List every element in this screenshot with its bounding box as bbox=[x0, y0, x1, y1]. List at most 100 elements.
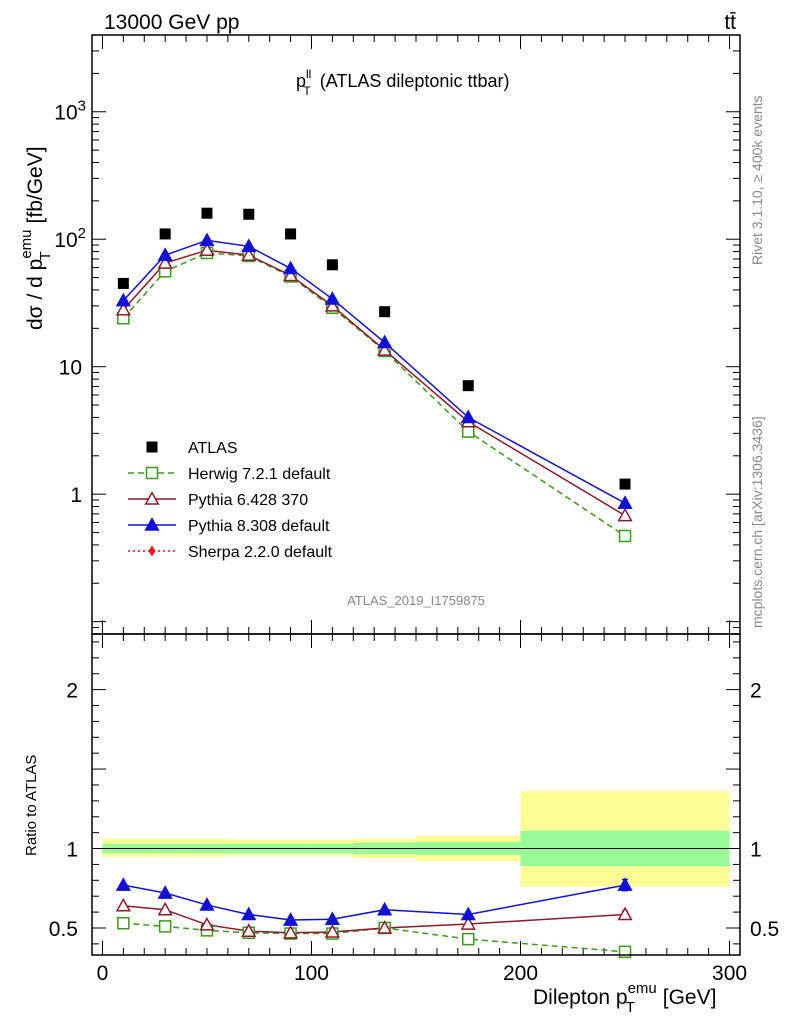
data-point bbox=[282, 267, 299, 282]
y-tick-label-right: 1 bbox=[750, 839, 762, 862]
ratio-data-point bbox=[241, 906, 257, 921]
data-point bbox=[324, 298, 340, 312]
ratio-data-point bbox=[617, 906, 633, 921]
rivet-label: Rivet 3.1.10, ≥ 400k events bbox=[749, 95, 765, 265]
plot-title: pll T (ATLAS dileptonic ttbar) bbox=[296, 67, 509, 98]
y-tick-label: 2 bbox=[66, 680, 78, 703]
y-tick-label: 102 bbox=[54, 225, 86, 252]
y-tick-label: 0.5 bbox=[49, 918, 78, 941]
data-point bbox=[324, 291, 340, 305]
data-point bbox=[377, 342, 393, 356]
ratio-y-axis-label: Ratio to ATLAS bbox=[23, 755, 40, 856]
legend-marker bbox=[144, 491, 160, 505]
data-point bbox=[326, 259, 338, 271]
legend-label: Sherpa 2.2.0 default bbox=[188, 544, 333, 561]
data-point bbox=[462, 425, 475, 438]
ratio-data-point bbox=[199, 916, 215, 931]
ratio-data-point bbox=[199, 897, 215, 911]
legend: ATLAS Herwig 7.2.1 default Pythia 6.428 37… bbox=[128, 440, 333, 561]
y-tick-label-right: 0.5 bbox=[750, 918, 779, 941]
y-axis-label: dσ / d pemu T [fb/GeV] bbox=[18, 146, 54, 330]
legend-entry: Pythia 8.308 default bbox=[128, 517, 330, 535]
ratio-data-point bbox=[324, 924, 340, 938]
series-line bbox=[122, 239, 626, 504]
legend-entry: Pythia 6.428 370 bbox=[128, 491, 308, 509]
data-point bbox=[241, 238, 257, 253]
data-point bbox=[117, 277, 129, 289]
legend-label: Herwig 7.2.1 default bbox=[188, 466, 331, 483]
ratio-data-point bbox=[324, 911, 340, 926]
ratio-data-point bbox=[282, 912, 299, 926]
data-point bbox=[199, 232, 215, 247]
ratio-data-point bbox=[157, 901, 173, 916]
y-tick-label-right: 2 bbox=[750, 680, 762, 703]
analysis-label: ATLAS_2019_I1759875 bbox=[347, 593, 485, 608]
y-tick-label: 1 bbox=[70, 484, 82, 507]
data-point bbox=[285, 228, 297, 240]
x-tick-label: 0 bbox=[97, 962, 109, 985]
data-point bbox=[115, 301, 131, 316]
legend-marker bbox=[144, 517, 160, 531]
legend-marker bbox=[148, 545, 156, 557]
y-tick-label: 10 bbox=[59, 357, 82, 380]
ratio-series-line bbox=[123, 904, 626, 934]
data-point bbox=[462, 380, 474, 392]
data-point bbox=[157, 255, 173, 269]
legend-entry: ATLAS bbox=[146, 440, 238, 457]
data-point bbox=[379, 306, 391, 318]
data-point bbox=[199, 242, 215, 257]
legend-label: ATLAS bbox=[188, 440, 238, 457]
ratio-data-point bbox=[117, 916, 130, 930]
x-axis-label: Dilepton pemu T [GeV] bbox=[533, 980, 716, 1016]
ratio-data-point bbox=[282, 924, 299, 939]
ratio-data-point bbox=[460, 906, 476, 921]
legend-entry: Sherpa 2.2.0 default bbox=[128, 544, 333, 561]
y-tick-label: 103 bbox=[54, 98, 86, 125]
ratio-data-point bbox=[462, 932, 475, 946]
data-point bbox=[282, 260, 299, 275]
legend-marker bbox=[146, 441, 158, 453]
data-point bbox=[157, 247, 173, 261]
svg-text:Ratio to ATLAS: Ratio to ATLAS bbox=[23, 755, 40, 856]
ratio-series-line bbox=[123, 884, 626, 921]
ratio-data-point bbox=[377, 920, 393, 934]
data-point bbox=[377, 334, 393, 349]
ratio-frame bbox=[91, 633, 741, 956]
ratio-data-point bbox=[617, 877, 633, 891]
legend-label: Pythia 8.308 default bbox=[188, 518, 330, 535]
data-point bbox=[159, 228, 171, 240]
ratio-data-point bbox=[115, 897, 131, 912]
x-tick-label: 200 bbox=[503, 962, 538, 985]
ratio-data-point bbox=[377, 901, 393, 916]
data-point bbox=[618, 529, 632, 543]
ratio-data-point bbox=[618, 945, 632, 959]
legend-entry: Herwig 7.2.1 default bbox=[128, 466, 331, 483]
ratio-data-point bbox=[157, 885, 173, 899]
y-tick-label: 1 bbox=[66, 839, 78, 862]
data-point bbox=[241, 247, 257, 261]
ratio-data-point bbox=[158, 920, 172, 933]
ratio-series-line bbox=[123, 922, 626, 953]
ratio-plot: 0.5 0.5 1 1 2 2 0 100 200 300 Ratio to ATLAS Dilept… bbox=[23, 633, 779, 1016]
data-point bbox=[619, 478, 631, 490]
series-line bbox=[122, 252, 626, 537]
mcplots-label: mcplots.cern.ch [arXiv:1306.3436] bbox=[749, 416, 765, 628]
data-point bbox=[243, 208, 255, 220]
x-tick-label: 300 bbox=[712, 962, 747, 985]
legend-marker bbox=[145, 466, 159, 480]
energy-label: 13000 GeV pp bbox=[104, 11, 239, 34]
ratio-data-point bbox=[460, 916, 476, 930]
ratio-data-point bbox=[115, 877, 131, 891]
data-point bbox=[617, 507, 633, 522]
data-point bbox=[201, 207, 213, 219]
data-point bbox=[115, 292, 131, 307]
data-point bbox=[617, 495, 633, 509]
ratio-data-point bbox=[241, 923, 257, 937]
legend-label: Pythia 6.428 370 bbox=[188, 492, 308, 509]
data-point bbox=[460, 409, 476, 424]
x-tick-label: 100 bbox=[294, 962, 329, 985]
